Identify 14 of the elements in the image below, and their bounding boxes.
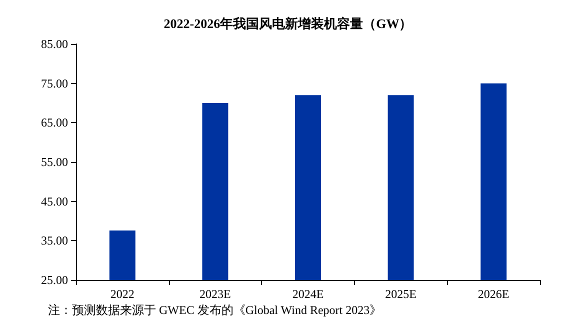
x-tick-label: 2022 [110, 287, 134, 301]
y-tick-label: 55.00 [41, 155, 68, 169]
x-tick-label: 2023E [200, 287, 231, 301]
text: 注：预测数据来源于 GWEC 发布的《Global Wind Report 2023》 [48, 303, 382, 317]
x-tick-label: 2025E [385, 287, 416, 301]
x-tick-label: 2026E [478, 287, 510, 301]
x-tick-label: 2024E [292, 287, 324, 301]
y-tick-label: 65.00 [41, 116, 68, 130]
y-tick-label: 25.00 [41, 273, 68, 287]
y-tick-label: 35.00 [41, 234, 68, 248]
y-tick-label: 75.00 [41, 76, 68, 90]
chart-title: 2022-2026年我国风电新增装机容量（GW） [164, 16, 412, 31]
y-tick-label: 45.00 [41, 194, 68, 208]
y-tick-label: 85.00 [41, 37, 68, 51]
